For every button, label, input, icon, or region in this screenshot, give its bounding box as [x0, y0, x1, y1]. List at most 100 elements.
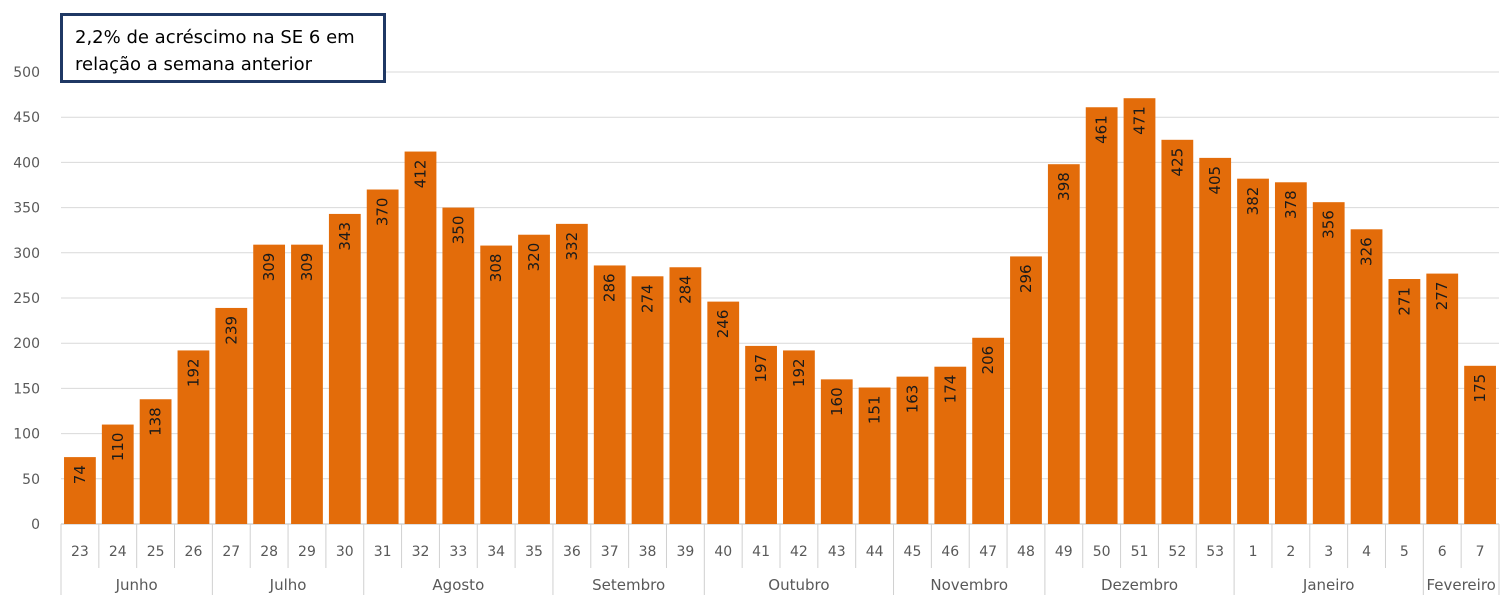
x-tick-label: 49 [1055, 544, 1073, 560]
bar [707, 301, 740, 524]
x-tick-label: 37 [601, 544, 619, 560]
bars: 74 110 138 192 239 309 309 343 370 412 350 308 320 33… [64, 98, 1496, 525]
x-tick-label: 42 [790, 544, 808, 560]
y-tick-label: 300 [13, 246, 40, 262]
bar [1199, 157, 1232, 524]
bar-value-label: 277 [1433, 282, 1451, 311]
x-tick-label: 3 [1324, 544, 1333, 560]
bar-value-label: 284 [676, 275, 694, 304]
bar-value-label: 343 [336, 222, 354, 251]
x-tick-label: 36 [563, 544, 581, 560]
y-tick-label: 0 [31, 517, 40, 533]
bar-value-label: 286 [601, 273, 619, 302]
bar-value-label: 274 [639, 284, 657, 313]
bar [593, 265, 626, 524]
month-label: Outubro [768, 576, 829, 594]
y-tick-label: 250 [13, 291, 40, 307]
bar [1123, 98, 1156, 524]
x-tick-label: 26 [185, 544, 203, 560]
bar-value-label: 206 [979, 346, 997, 375]
x-tick-label: 40 [714, 544, 732, 560]
bar [1085, 107, 1118, 525]
y-tick-label: 350 [13, 201, 40, 217]
bar-value-label: 309 [260, 253, 278, 282]
x-tick-label: 53 [1206, 544, 1224, 560]
x-tick-label: 30 [336, 544, 354, 560]
bar [442, 207, 475, 524]
x-tick-label: 32 [412, 544, 430, 560]
bar-value-label: 370 [374, 198, 392, 227]
x-tick-label: 41 [752, 544, 770, 560]
bar [291, 244, 323, 524]
bar-value-label: 151 [866, 395, 884, 424]
bar-value-label: 425 [1168, 148, 1186, 177]
bar [404, 151, 437, 524]
bar [858, 387, 891, 524]
bar [1237, 178, 1269, 524]
x-tick-label: 1 [1249, 544, 1258, 560]
bar [64, 457, 96, 524]
bar-value-label: 398 [1055, 172, 1073, 201]
bar-value-label: 308 [487, 254, 505, 283]
bar-value-label: 138 [147, 407, 165, 436]
bar-value-label: 320 [525, 243, 543, 272]
bar [1426, 273, 1459, 524]
bar-value-label: 239 [222, 316, 240, 345]
month-label: Novembro [930, 576, 1008, 594]
y-tick-label: 50 [22, 472, 40, 488]
x-tick-label: 44 [866, 544, 884, 560]
bar [1047, 164, 1080, 524]
bar [972, 337, 1005, 524]
bar [518, 234, 550, 524]
bar-value-label: 74 [71, 465, 89, 484]
x-tick-label: 39 [676, 544, 694, 560]
bar-value-label: 350 [449, 216, 467, 245]
month-label: Janeiro [1302, 576, 1355, 594]
x-tick-label: 35 [525, 544, 543, 560]
bar [631, 276, 664, 524]
bar [139, 399, 172, 524]
bar [820, 379, 853, 524]
month-label: Agosto [432, 576, 484, 594]
bar [1388, 279, 1421, 524]
x-tick-label: 33 [449, 544, 467, 560]
bar-value-label: 175 [1471, 374, 1489, 403]
bar-value-label: 110 [109, 433, 127, 462]
bar-value-label: 296 [1017, 264, 1035, 293]
x-tick-label: 23 [71, 544, 89, 560]
bar-value-label: 246 [714, 310, 732, 339]
bar [934, 366, 967, 524]
bar-value-label: 382 [1244, 187, 1262, 216]
bar-value-label: 412 [412, 160, 430, 189]
y-axis: 0 50 100 150 200 250 300 350 400 450 500 [13, 65, 40, 533]
month-label: Dezembro [1101, 576, 1178, 594]
x-tick-label: 43 [828, 544, 846, 560]
bar [328, 213, 361, 525]
bar [669, 267, 702, 524]
x-tick-label: 7 [1476, 544, 1485, 560]
x-tick-label: 31 [374, 544, 392, 560]
x-tick-label: 51 [1131, 544, 1149, 560]
y-tick-label: 450 [13, 110, 40, 126]
x-tick-label: 5 [1400, 544, 1409, 560]
bar [1464, 365, 1496, 524]
bar [480, 245, 513, 524]
bar-value-label: 471 [1131, 106, 1149, 135]
bar-value-label: 309 [298, 253, 316, 282]
x-tick-label: 45 [904, 544, 922, 560]
bar-value-label: 356 [1320, 210, 1338, 239]
bar [366, 189, 399, 524]
month-label: Setembro [592, 576, 665, 594]
bar [555, 223, 588, 524]
x-tick-label: 27 [222, 544, 240, 560]
x-tick-label: 6 [1438, 544, 1447, 560]
bar-value-label: 405 [1206, 166, 1224, 195]
bar [783, 350, 815, 524]
month-label: Julho [269, 576, 307, 594]
x-tick-label: 4 [1362, 544, 1371, 560]
bar [1010, 256, 1042, 524]
bar-value-label: 192 [790, 358, 808, 387]
bar [253, 244, 286, 524]
annotation-text: 2,2% de acréscimo na SE 6 em relação a s… [75, 27, 355, 75]
